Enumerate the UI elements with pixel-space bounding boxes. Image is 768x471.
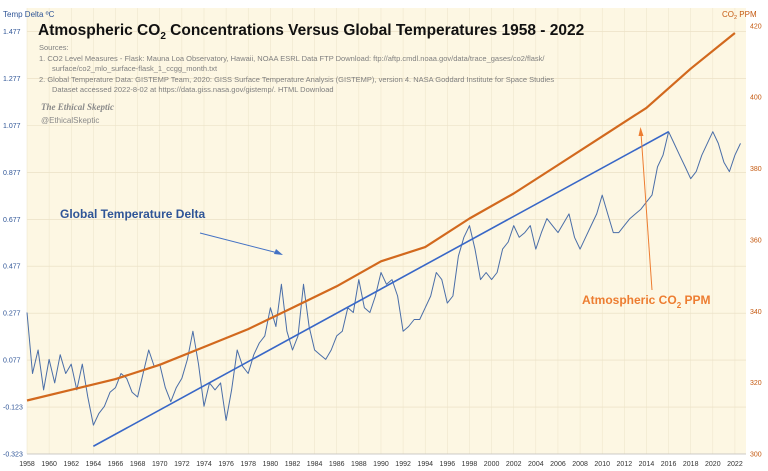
co2-annotation-arrowhead: [638, 127, 644, 136]
x-tick-label: 1966: [108, 461, 124, 468]
left-tick-label: 1.477: [3, 29, 21, 36]
temperature-annotation-arrow: [199, 232, 279, 254]
x-tick-label: 1964: [86, 461, 102, 468]
x-tick-label: 2006: [550, 461, 566, 468]
right-tick-label: 300: [750, 452, 762, 459]
x-tick-label: 1970: [152, 461, 168, 468]
temperature-series-line: [26, 131, 741, 426]
co2-series-line: [26, 32, 736, 402]
x-tick-label: 2012: [617, 461, 633, 468]
x-tick-label: 1962: [63, 461, 79, 468]
co2-annotation: Atmospheric CO2 PPM: [582, 127, 710, 310]
left-tick-label: 0.077: [3, 358, 21, 365]
temperature-annotation-label: Global Temperature Delta: [60, 207, 205, 221]
source-2-line-1: 2. Global Temperature Data: GISTEMP Team…: [39, 75, 554, 84]
x-tick-label: 1968: [130, 461, 146, 468]
plot-area: [27, 8, 746, 454]
right-axis-label: CO2 PPM: [722, 10, 757, 21]
right-tick-label: 400: [750, 95, 762, 102]
x-tick-label: 1978: [240, 461, 256, 468]
x-tick-label: 2014: [639, 461, 655, 468]
x-tick-label: 1972: [174, 461, 190, 468]
x-tick-label: 2002: [506, 461, 522, 468]
x-tick-label: 2000: [484, 461, 500, 468]
x-tick-label: 2018: [683, 461, 699, 468]
x-tick-label: 1998: [462, 461, 478, 468]
right-tick-label: 320: [750, 380, 762, 387]
x-tick-label: 1988: [351, 461, 367, 468]
right-tick-label: 380: [750, 166, 762, 173]
chart-title: Atmospheric CO2 Concentrations Versus Gl…: [38, 22, 584, 42]
watermark-name: The Ethical Skeptic: [41, 102, 114, 112]
left-tick-label: 0.877: [3, 170, 21, 177]
axes: -0.323 -0.123 0.077 0.277 0.477 0.677 0.877 1.0…: [3, 23, 762, 468]
left-tick-label: 0.477: [3, 264, 21, 271]
x-tick-label: 1994: [417, 461, 433, 468]
x-tick-label: 2020: [705, 461, 721, 468]
source-1-line-1: 1. CO2 Level Measures - Flask: Mauna Loa…: [39, 54, 545, 63]
x-tick-label: 2008: [572, 461, 588, 468]
x-tick-label: 2016: [661, 461, 677, 468]
left-tick-label: 0.677: [3, 217, 21, 224]
co2-annotation-label: Atmospheric CO2 PPM: [582, 293, 710, 310]
left-tick-label: -0.323: [3, 452, 23, 459]
x-tick-label: 2010: [594, 461, 610, 468]
x-tick-label: 1984: [307, 461, 323, 468]
temperature-trend-line: [92, 131, 669, 447]
x-tick-label: 1996: [440, 461, 456, 468]
x-tick-label: 1980: [263, 461, 279, 468]
x-tick-label: 1974: [196, 461, 212, 468]
x-tick-label: 1982: [285, 461, 301, 468]
series-layer: [26, 32, 741, 447]
watermark-handle: @EthicalSkeptic: [41, 116, 99, 125]
right-tick-label: 420: [750, 23, 762, 30]
x-tick-label: 1986: [329, 461, 345, 468]
x-tick-label: 1958: [19, 461, 35, 468]
left-tick-label: 0.277: [3, 311, 21, 318]
left-tick-label: 1.077: [3, 123, 21, 130]
x-tick-label: 1990: [373, 461, 389, 468]
x-tick-label: 1976: [218, 461, 234, 468]
left-axis-label: Temp Delta ºC: [3, 10, 55, 19]
gridlines: [26, 8, 746, 455]
temperature-annotation: Global Temperature Delta: [60, 207, 283, 255]
temperature-annotation-arrowhead: [274, 249, 283, 255]
x-tick-label: 2022: [727, 461, 743, 468]
sources-text: Sources: 1. CO2 Level Measures - Flask: …: [39, 43, 554, 94]
right-tick-label: 360: [750, 237, 762, 244]
x-tick-label: 1992: [395, 461, 411, 468]
x-tick-label: 2004: [528, 461, 544, 468]
x-tick-label: 1960: [41, 461, 57, 468]
co2-annotation-arrow: [640, 132, 653, 291]
sources-heading: Sources:: [39, 43, 69, 52]
source-2-line-2: Dataset accessed 2022-8-02 at https://da…: [52, 85, 334, 94]
right-tick-label: 340: [750, 309, 762, 316]
left-tick-label: 1.277: [3, 76, 21, 83]
left-tick-label: -0.123: [3, 405, 23, 412]
source-1-line-2: surface/co2_mlo_surface-flask_1_ccgg_mon…: [52, 64, 218, 73]
